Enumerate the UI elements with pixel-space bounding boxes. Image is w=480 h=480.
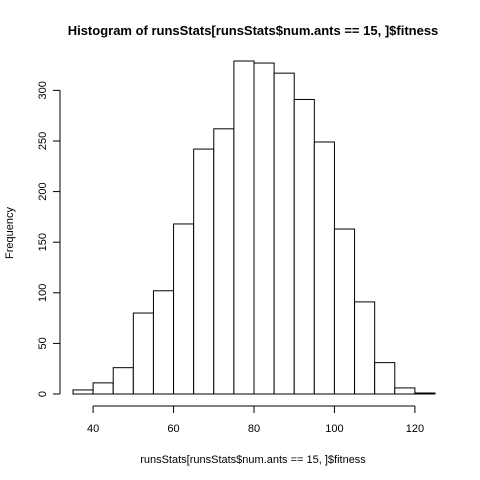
histogram-bar — [394, 387, 416, 395]
histogram-bar — [92, 382, 114, 395]
y-tick-label: 150 — [37, 233, 49, 251]
x-tick-label: 40 — [87, 423, 99, 435]
histogram-bar — [72, 389, 94, 395]
histogram-bar — [333, 228, 356, 395]
x-tick-label: 80 — [248, 423, 260, 435]
y-tick-label: 50 — [37, 337, 49, 349]
histogram-bar — [313, 141, 335, 395]
y-axis: 0 50 100 150 200 250 300 — [37, 81, 61, 397]
histogram-bar — [193, 148, 215, 395]
y-tick-label: 100 — [37, 284, 49, 302]
histogram-bar — [354, 301, 376, 395]
y-axis-label: Frequency — [4, 207, 16, 259]
histogram-bar — [253, 62, 275, 395]
histogram-bar — [414, 392, 436, 395]
histogram-bar — [173, 223, 195, 395]
y-tick-label: 200 — [37, 182, 49, 200]
x-axis-label: runsStats[runsStats$num.ants == 15, ]$fi… — [140, 454, 366, 466]
y-tick-label: 300 — [37, 81, 49, 99]
bars-group — [72, 60, 436, 395]
y-tick-label: 250 — [37, 132, 49, 150]
histogram-bar — [213, 128, 235, 395]
histogram-bar — [132, 312, 154, 395]
y-tick-label: 0 — [37, 391, 49, 397]
histogram-bar — [152, 290, 175, 395]
histogram-bar — [112, 367, 134, 395]
chart-title: Histogram of runsStats[runsStats$num.ant… — [68, 23, 439, 38]
histogram-bar — [273, 72, 295, 395]
histogram-bar — [293, 98, 315, 395]
x-tick-label: 100 — [325, 423, 343, 435]
histogram-bar — [233, 60, 255, 395]
histogram-bar — [374, 362, 396, 395]
x-tick-label: 60 — [167, 423, 179, 435]
x-axis: 40 60 80 100 120 — [87, 405, 424, 435]
x-tick-label: 120 — [406, 423, 424, 435]
